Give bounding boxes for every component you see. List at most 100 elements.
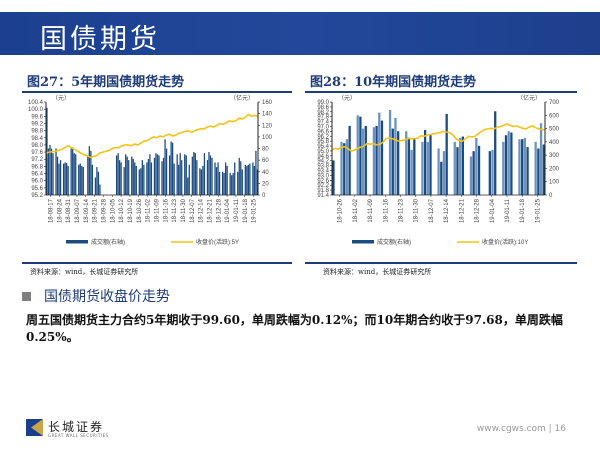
volume-bar: [394, 117, 397, 195]
left-tick-label: 100.4: [28, 100, 44, 106]
left-tick-label: 98.8: [31, 129, 43, 135]
volume-bar: [477, 145, 481, 195]
x-tick-label: 18-11-09: [154, 198, 160, 222]
volume-bar: [193, 151, 195, 195]
x-tick-label: 18-12-14: [444, 198, 450, 223]
volume-bar: [442, 151, 446, 195]
x-tick-label: 19-01-04: [225, 198, 231, 223]
volume-bar: [64, 162, 66, 195]
volume-bar: [526, 147, 529, 195]
volume-bar: [65, 163, 68, 195]
volume-bar: [120, 162, 122, 195]
volume-bar: [94, 177, 97, 195]
left-tick-label: 97.2: [31, 157, 43, 163]
volume-bar: [469, 156, 473, 195]
logo-english-name: GREAT WALL SECURITIES: [48, 433, 109, 438]
volume-bar: [453, 141, 456, 195]
volume-bar: [161, 161, 163, 195]
left-tick-label: 92.2: [317, 183, 329, 189]
section-title: 国债期货收盘价走势: [44, 289, 170, 305]
volume-bar: [135, 165, 137, 195]
right-tick-label: 500: [549, 127, 560, 133]
x-tick-label: 18-12-07: [190, 198, 196, 223]
right-axis-unit: （亿元）: [230, 94, 254, 102]
volume-bar: [191, 156, 193, 195]
x-tick-label: 18-11-09: [368, 198, 374, 222]
volume-bar: [47, 148, 50, 195]
volume-bar: [187, 177, 189, 195]
volume-bar: [70, 148, 72, 195]
volume-bar: [221, 171, 224, 195]
volume-bar: [73, 153, 75, 195]
volume-bar: [223, 172, 225, 195]
figure-28-title: 图28：10年期国债期货走势: [310, 75, 477, 90]
volume-bar: [361, 128, 365, 195]
volume-bar: [348, 125, 351, 195]
volume-bar: [475, 137, 478, 195]
left-tick-label: 91.4: [317, 193, 329, 199]
x-tick-label: 18-08-24: [57, 198, 63, 223]
x-tick-label: 18-12-14: [199, 198, 205, 223]
volume-bar: [510, 132, 513, 195]
left-axis-unit: （元）: [338, 95, 356, 102]
x-tick-label: 18-11-30: [414, 198, 420, 222]
volume-bar: [153, 157, 156, 195]
volume-bar: [472, 151, 475, 195]
x-tick-label: 19-01-18: [520, 198, 526, 223]
volume-bar: [249, 163, 251, 195]
volume-bar: [397, 131, 400, 195]
x-tick-label: 18-12-28: [216, 198, 222, 223]
volume-bar: [115, 155, 118, 195]
x-tick-label: 18-11-30: [181, 198, 187, 222]
x-tick-label: 18-11-16: [383, 198, 389, 222]
volume-bar: [518, 139, 521, 195]
figure-28-source: 资料来源：wind，长城证券研究所: [323, 268, 432, 276]
x-tick-label: 18-10-26: [137, 198, 143, 223]
volume-bar: [215, 167, 218, 195]
footer-url-page-number[interactable]: www.cgws.com | 16: [476, 424, 566, 434]
figure-27-bottom-rule: [22, 262, 292, 264]
volume-bar: [96, 167, 98, 195]
volume-bar: [244, 164, 246, 195]
left-tick-label: 96.0: [31, 179, 43, 185]
volume-bar: [241, 169, 243, 195]
volume-bar: [67, 165, 69, 195]
right-tick-label: 20: [262, 181, 269, 187]
x-tick-label: 18-11-23: [398, 198, 404, 222]
volume-bar: [504, 135, 508, 195]
x-tick-label: 19-01-18: [243, 198, 249, 223]
legend-line-label: 收盘价(活跃):10Y: [482, 238, 528, 246]
volume-bar: [488, 151, 491, 195]
volume-bar: [52, 153, 54, 195]
close-price-line: [45, 113, 259, 159]
volume-bar: [523, 137, 527, 195]
volume-bar: [140, 168, 142, 195]
volume-bar: [155, 153, 157, 195]
left-tick-label: 100.0: [28, 107, 44, 113]
volume-bar: [426, 141, 429, 195]
legend-line-label: 收盘价(活跃):5Y: [196, 238, 239, 246]
volume-bar: [332, 160, 335, 195]
left-tick-label: 96.4: [31, 172, 43, 178]
volume-bar: [188, 164, 190, 195]
volume-bar: [208, 151, 210, 195]
left-tick-label: 98.4: [31, 136, 43, 142]
left-tick-label: 95.0: [317, 149, 329, 155]
volume-bar: [229, 172, 231, 195]
volume-bar: [78, 164, 80, 195]
volume-bar: [143, 164, 145, 195]
left-tick-label: 97.6: [31, 150, 43, 156]
volume-bar: [226, 165, 228, 195]
volume-bar: [185, 155, 187, 195]
volume-bar: [141, 160, 143, 195]
volume-bar: [49, 145, 51, 195]
close-price-line: [331, 123, 546, 152]
volume-bar: [356, 115, 359, 195]
volume-bar: [502, 141, 505, 195]
volume-bar: [87, 155, 89, 195]
volume-bar: [131, 156, 133, 195]
volume-bar: [214, 162, 216, 195]
x-tick-label: 19-01-25: [535, 198, 541, 223]
volume-bar: [231, 175, 233, 195]
volume-bar: [364, 125, 367, 195]
